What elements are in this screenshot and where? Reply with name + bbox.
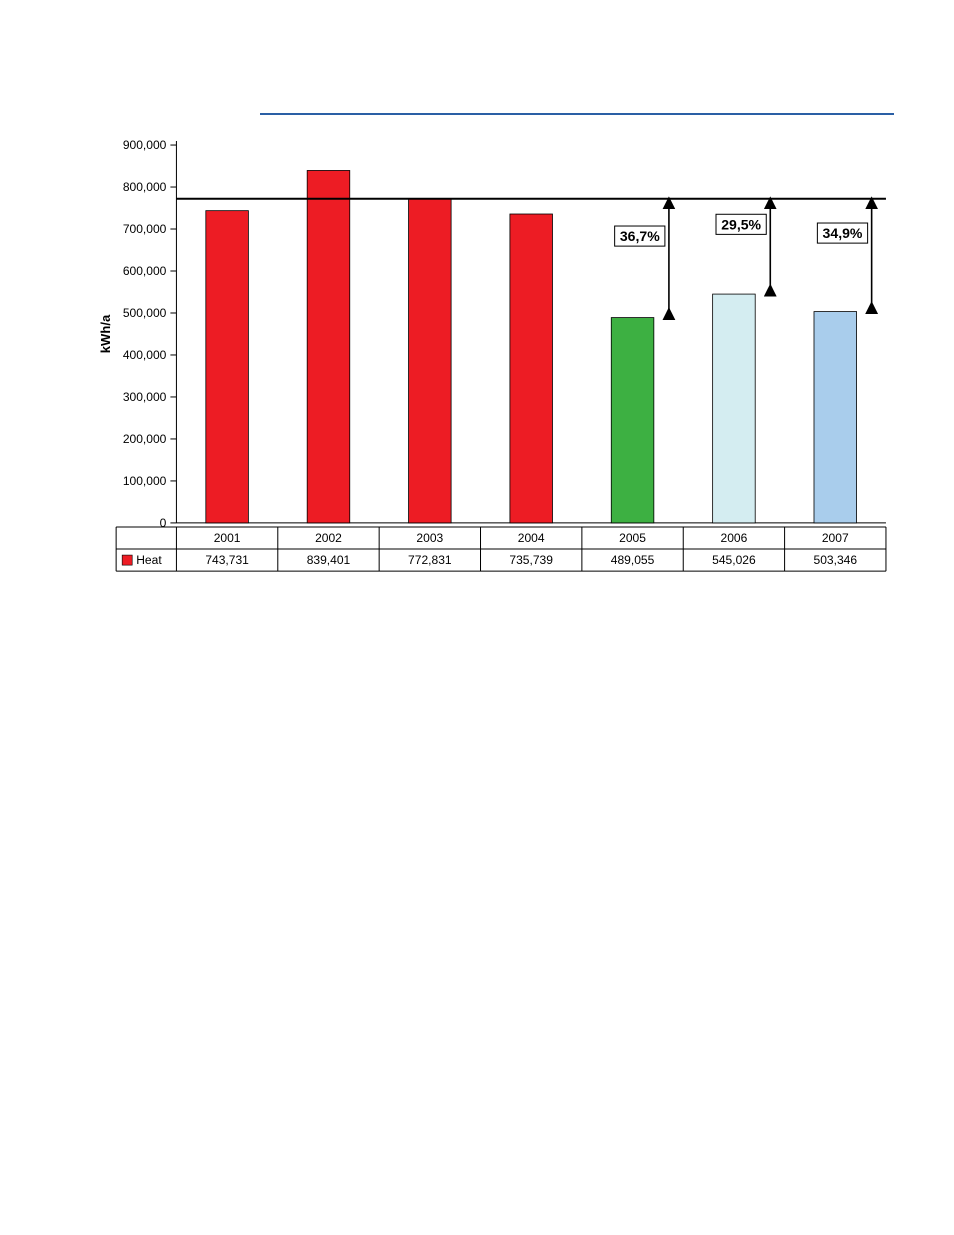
- svg-text:0: 0: [160, 516, 167, 530]
- svg-text:2006: 2006: [721, 531, 748, 545]
- svg-text:Heat: Heat: [136, 553, 162, 567]
- svg-text:2003: 2003: [416, 531, 443, 545]
- svg-text:545,026: 545,026: [712, 553, 756, 567]
- svg-text:100,000: 100,000: [123, 474, 167, 488]
- svg-text:2001: 2001: [214, 531, 241, 545]
- svg-text:2007: 2007: [822, 531, 849, 545]
- svg-text:300,000: 300,000: [123, 390, 167, 404]
- svg-text:743,731: 743,731: [205, 553, 249, 567]
- svg-text:200,000: 200,000: [123, 432, 167, 446]
- svg-text:735,739: 735,739: [509, 553, 553, 567]
- svg-text:600,000: 600,000: [123, 264, 167, 278]
- svg-text:34,9%: 34,9%: [823, 225, 863, 241]
- section-heading: [260, 85, 894, 115]
- bar-chart-svg: 0 100,000 200,000 300,000 400,000 500,000 600,…: [90, 137, 894, 589]
- svg-text:36,7%: 36,7%: [620, 228, 660, 244]
- svg-text:29,5%: 29,5%: [721, 216, 761, 232]
- svg-text:700,000: 700,000: [123, 222, 167, 236]
- svg-text:kWh/a: kWh/a: [98, 314, 113, 353]
- svg-text:2002: 2002: [315, 531, 342, 545]
- heating-chart: 0 100,000 200,000 300,000 400,000 500,000 600,…: [90, 137, 894, 589]
- svg-text:2004: 2004: [518, 531, 545, 545]
- svg-text:839,401: 839,401: [307, 553, 351, 567]
- svg-text:900,000: 900,000: [123, 138, 167, 152]
- page-header: [90, 40, 894, 57]
- svg-text:800,000: 800,000: [123, 180, 167, 194]
- svg-text:503,346: 503,346: [814, 553, 858, 567]
- svg-text:772,831: 772,831: [408, 553, 452, 567]
- svg-text:400,000: 400,000: [123, 348, 167, 362]
- svg-text:489,055: 489,055: [611, 553, 655, 567]
- svg-text:2005: 2005: [619, 531, 646, 545]
- svg-text:500,000: 500,000: [123, 306, 167, 320]
